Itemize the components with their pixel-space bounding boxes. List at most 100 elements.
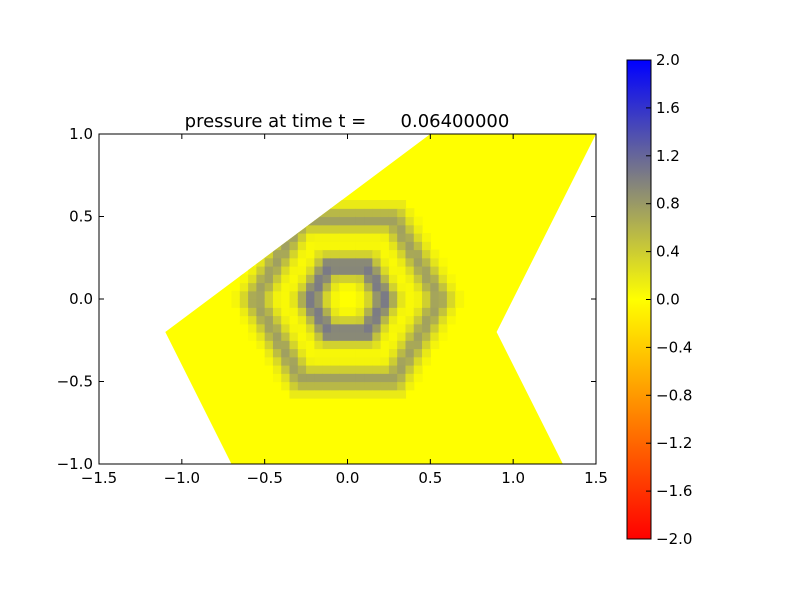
heatmap-cell xyxy=(397,274,407,284)
heatmap-cell xyxy=(314,299,324,308)
heatmap-cell xyxy=(405,274,415,284)
heatmap-cell xyxy=(339,282,349,292)
heatmap-cell xyxy=(330,274,340,284)
heatmap-cell xyxy=(297,233,307,242)
heatmap-cell xyxy=(297,365,307,374)
heatmap-cell xyxy=(364,233,373,242)
heatmap-cell xyxy=(289,266,299,275)
heatmap-cell xyxy=(347,332,357,341)
heatmap-cell xyxy=(339,381,349,391)
heatmap-cell xyxy=(322,315,332,325)
heatmap-cell xyxy=(281,315,291,325)
heatmap-cell xyxy=(397,266,407,275)
heatmap-cell xyxy=(355,332,365,341)
heatmap-cell xyxy=(405,208,415,218)
heatmap-cell xyxy=(355,389,365,399)
heatmap-cell xyxy=(272,340,282,350)
heatmap-cell xyxy=(239,290,249,300)
heatmap-cell xyxy=(314,241,324,251)
heatmap-cell xyxy=(314,282,324,292)
heatmap-cell xyxy=(347,381,357,391)
heatmap-cell xyxy=(281,299,291,308)
heatmap-cell xyxy=(347,365,357,374)
heatmap-cell xyxy=(413,307,423,317)
colorbar-tick-label: 0.4 xyxy=(656,243,680,261)
heatmap-cell xyxy=(264,348,274,358)
colorbar-tick-label: 0.8 xyxy=(656,195,680,213)
heatmap-cell xyxy=(289,373,299,383)
heatmap-cell xyxy=(322,208,332,218)
heatmap-cell xyxy=(388,241,398,251)
heatmap-cell xyxy=(297,332,307,341)
heatmap-cell xyxy=(314,348,324,358)
heatmap-cell xyxy=(347,340,357,350)
heatmap-cell xyxy=(405,266,415,275)
heatmap-cell xyxy=(372,216,382,226)
heatmap-cell xyxy=(314,307,324,317)
heatmap-cell xyxy=(388,332,398,341)
heatmap-cell xyxy=(413,365,423,374)
heatmap-cell xyxy=(422,257,431,267)
heatmap-cell xyxy=(397,233,407,242)
heatmap-cell xyxy=(347,373,357,383)
heatmap-cell xyxy=(347,266,357,275)
heatmap-cell xyxy=(347,249,357,259)
heatmap-cell xyxy=(248,315,257,325)
heatmap-cell xyxy=(355,200,365,209)
heatmap-cell xyxy=(330,340,340,350)
heatmap-cell xyxy=(322,282,332,292)
heatmap-cell xyxy=(272,356,282,366)
heatmap-cell xyxy=(388,274,398,284)
heatmap-cell xyxy=(397,208,407,218)
heatmap-cell xyxy=(256,332,266,341)
heatmap-cell xyxy=(355,233,365,242)
x-tick-label: −0.5 xyxy=(246,469,282,487)
heatmap-cell xyxy=(347,200,357,209)
heatmap-cell xyxy=(297,266,307,275)
heatmap-cell xyxy=(264,323,274,333)
heatmap-cell xyxy=(438,307,448,317)
heatmap-cell xyxy=(289,315,299,325)
heatmap-cell xyxy=(297,381,307,391)
heatmap-cell xyxy=(281,241,291,251)
heatmap-cell xyxy=(330,365,340,374)
heatmap-cell xyxy=(289,365,299,374)
heatmap-cell xyxy=(372,340,382,350)
heatmap-cell xyxy=(372,274,382,284)
heatmap-cell xyxy=(422,356,431,366)
heatmap-cell xyxy=(380,356,390,366)
heatmap-cell xyxy=(372,282,382,292)
heatmap-cell xyxy=(264,299,274,308)
heatmap-cell xyxy=(289,332,299,341)
heatmap-cell xyxy=(372,200,382,209)
heatmap-cell xyxy=(388,290,398,300)
heatmap-cell xyxy=(289,299,299,308)
heatmap-cell xyxy=(281,282,291,292)
heatmap-cell xyxy=(322,332,332,341)
heatmap-cell xyxy=(380,241,390,251)
heatmap-cell xyxy=(339,274,349,284)
heatmap-cell xyxy=(380,282,390,292)
heatmap-cell xyxy=(297,282,307,292)
heatmap-cell xyxy=(339,389,349,399)
heatmap-cell xyxy=(239,299,249,308)
heatmap-cell xyxy=(347,315,357,325)
heatmap-cell xyxy=(347,233,357,242)
heatmap-cell xyxy=(347,323,357,333)
heatmap-cell xyxy=(314,373,324,383)
heatmap-cell xyxy=(306,241,315,251)
heatmap-cell xyxy=(422,282,431,292)
heatmap-cell xyxy=(388,208,398,218)
heatmap-cell xyxy=(289,356,299,366)
heatmap-cell xyxy=(405,323,415,333)
heatmap-cell xyxy=(264,356,274,366)
heatmap-cell xyxy=(314,389,324,399)
heatmap-cell xyxy=(422,323,431,333)
heatmap-cell xyxy=(380,381,390,391)
heatmap-cell xyxy=(330,241,340,251)
heatmap-cell xyxy=(330,348,340,358)
heatmap-cell xyxy=(339,233,349,242)
heatmap-cell xyxy=(438,257,448,267)
heatmap-cell xyxy=(306,356,315,366)
heatmap-cell xyxy=(413,299,423,308)
